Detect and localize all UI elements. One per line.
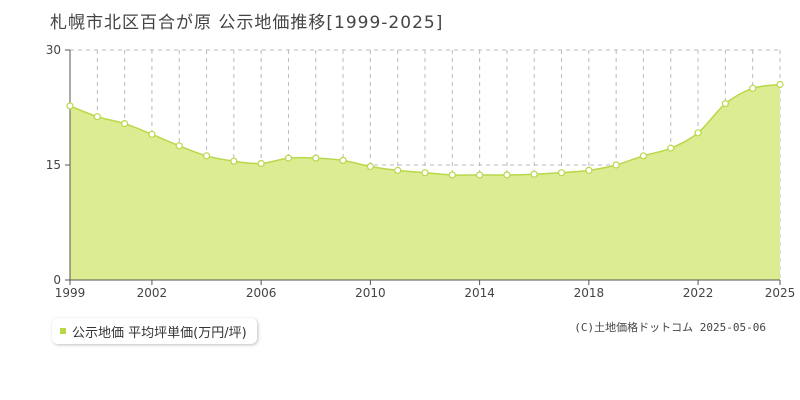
data-point [776, 80, 784, 89]
y-tick-label: 0 [53, 273, 61, 287]
price-area [70, 84, 780, 280]
x-tick-label: 2014 [464, 286, 495, 300]
data-point [202, 152, 211, 160]
data-point [394, 166, 402, 174]
chart-title: 札幌市北区百合が原 公示地価推移[1999-2025] [50, 13, 444, 33]
data-point [257, 159, 265, 168]
x-tick-label: 2018 [574, 286, 605, 300]
copyright-credit: (C)土地価格ドットコム 2025-05-06 [574, 321, 766, 334]
x-tick-label: 1999 [55, 286, 86, 300]
data-point [639, 152, 648, 160]
data-point [721, 100, 729, 108]
data-point [557, 169, 566, 177]
axes [65, 49, 781, 285]
legend-label: 公示地価 平均坪単価(万円/坪) [72, 325, 247, 341]
x-tick-label: 2022 [683, 286, 714, 300]
data-markers [66, 80, 784, 179]
data-point [448, 171, 456, 179]
data-point [612, 161, 620, 169]
data-point [312, 154, 320, 162]
x-tick-label: 2006 [246, 286, 277, 300]
tick-labels: 0 15 30 1999 2002 2006 2010 2014 2018 2022 2025 [46, 43, 796, 300]
data-point [284, 154, 293, 162]
data-point [421, 169, 429, 177]
legend: 公示地価 平均坪単価(万円/坪) [52, 318, 257, 344]
data-point [93, 113, 101, 121]
data-point [66, 102, 74, 110]
y-tick-label: 15 [46, 158, 61, 172]
data-point [585, 166, 593, 174]
data-point [667, 144, 675, 152]
data-point [530, 170, 538, 178]
y-tick-label: 30 [46, 43, 61, 57]
x-tick-label: 2025 [765, 286, 796, 300]
data-point [230, 157, 238, 165]
data-point [503, 171, 511, 179]
data-point [749, 84, 757, 92]
data-point [476, 171, 484, 179]
data-point [339, 156, 347, 164]
data-point [694, 129, 702, 137]
legend-swatch [60, 328, 66, 334]
data-point [121, 119, 129, 128]
data-point [148, 130, 156, 138]
x-tick-label: 2002 [137, 286, 168, 300]
data-point [366, 162, 374, 171]
data-point [175, 142, 183, 150]
x-tick-label: 2010 [355, 286, 386, 300]
